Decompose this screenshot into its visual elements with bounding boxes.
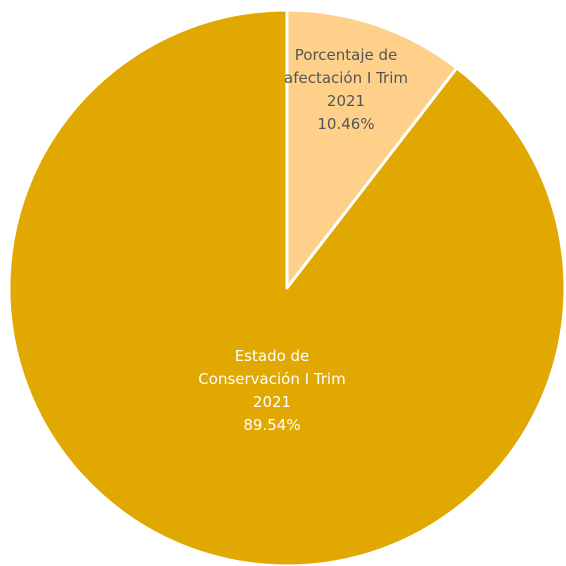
slice-category-line-1-1: Conservación I Trim — [198, 370, 345, 388]
slice-category-line-0-2: 2021 — [327, 92, 365, 110]
slice-label-0: Porcentaje de afectación I Trim 2021 10.46% — [284, 46, 408, 133]
slice-category-line-0-1: afectación I Trim — [284, 69, 408, 87]
pie-slice-0 — [285, 8, 459, 290]
slice-category-line-1-0: Estado de — [235, 347, 310, 365]
slice-value-0: 10.46% — [317, 115, 374, 133]
slice-value-1: 89.54% — [243, 416, 300, 434]
pie-slice-1 — [7, 8, 566, 566]
slice-category-line-0-0: Porcentaje de — [295, 46, 398, 64]
slice-category-line-1-2: 2021 — [253, 393, 291, 411]
slice-label-1: Estado de Conservación I Trim 2021 89.54% — [198, 347, 345, 434]
